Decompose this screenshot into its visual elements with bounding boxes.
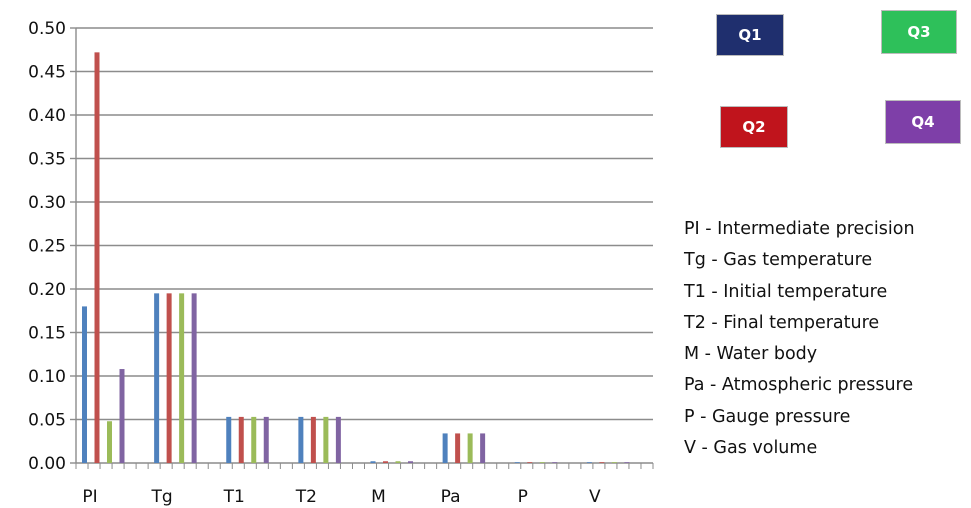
legend-q1-label: Q1 [738, 26, 762, 44]
y-tick-label: 0.00 [28, 454, 66, 474]
bar-q3-v [611, 462, 617, 463]
bar-q4-tg [191, 293, 197, 463]
bar-q2-v [599, 462, 605, 463]
x-tick-label: PI [82, 487, 97, 507]
x-tick-label: M [371, 487, 386, 507]
bar-q4-t1 [263, 416, 269, 463]
abbreviation-item: P - Gauge pressure [684, 406, 851, 427]
legend-q2-label: Q2 [742, 118, 766, 136]
legend-q3-label: Q3 [907, 23, 931, 41]
bar-q3-t2 [323, 416, 329, 463]
y-tick-label: 0.40 [28, 106, 66, 126]
abbreviation-list: PI - Intermediate precision Tg - Gas tem… [684, 214, 915, 464]
bar-q3-pi [107, 421, 112, 463]
y-tick-label: 0.25 [28, 237, 66, 257]
bar-q3-t1 [251, 416, 257, 463]
y-tick-label: 0.35 [28, 150, 66, 170]
x-tick-label: P [518, 487, 528, 507]
x-tick-label: V [589, 487, 601, 507]
bar-q2-t1 [238, 416, 244, 463]
y-axis: 0.00 0.05 0.10 0.15 0.20 0.25 0.30 0.35 0.40 0.45… [28, 19, 77, 474]
bar-q1-v [586, 462, 592, 463]
bar-q1-pa [442, 433, 448, 463]
bar-q2-pi [94, 52, 100, 464]
bar-q1-tg [154, 293, 160, 463]
legend-q4-label: Q4 [911, 113, 935, 131]
bar-q3-pa [467, 433, 473, 463]
abbreviation-item: T2 - Final temperature [684, 312, 880, 333]
bar-q3-tg [179, 293, 185, 463]
bar-q2-t2 [310, 416, 316, 463]
abbreviation-item: M - Water body [684, 344, 818, 365]
bar-q1-p [514, 462, 520, 463]
abbreviation-item: V - Gas volume [684, 438, 818, 459]
y-tick-label: 0.10 [28, 367, 66, 387]
y-tick-label: 0.15 [28, 324, 66, 344]
x-tick-label: Tg [151, 487, 173, 507]
abbreviation-item: T1 - Initial temperature [684, 281, 888, 302]
abbreviation-item: PI - Intermediate precision [684, 219, 915, 239]
x-tick-label: T1 [223, 487, 245, 507]
y-tick-label: 0.50 [28, 19, 66, 39]
gridlines [76, 27, 653, 421]
bar-q2-pa [455, 433, 461, 463]
bar-q2-p [527, 462, 533, 463]
bar-q1-m [370, 461, 376, 463]
x-axis: PI Tg T1 T2 M Pa P V [75, 462, 654, 507]
bar-q4-pa [480, 433, 486, 463]
bar-q4-pi [119, 369, 125, 463]
legend-q3: Q3 [881, 10, 957, 54]
bar-q4-t2 [335, 416, 341, 463]
y-tick-label: 0.20 [28, 280, 66, 300]
legend-q4: Q4 [885, 100, 961, 144]
bar-q2-m [383, 461, 388, 463]
bars [82, 52, 630, 464]
bar-q1-pi [82, 306, 87, 463]
bar-q1-t1 [226, 416, 232, 463]
y-tick-label: 0.45 [28, 63, 66, 83]
x-tick-label: Pa [441, 487, 461, 507]
bar-chart: 0.00 0.05 0.10 0.15 0.20 0.25 0.30 0.35 0.40 0.45… [28, 19, 654, 507]
bar-q4-p [552, 462, 558, 463]
bar-q2-tg [166, 293, 172, 463]
bar-q4-v [624, 462, 630, 463]
legend-q1: Q1 [716, 14, 784, 56]
bar-q3-p [539, 462, 545, 463]
legend-q2: Q2 [720, 106, 788, 148]
bar-q1-t2 [298, 416, 304, 463]
y-tick-label: 0.05 [28, 411, 66, 431]
abbreviation-item: Pa - Atmospheric pressure [684, 375, 914, 396]
bar-q4-m [408, 461, 413, 463]
abbreviation-item: Tg - Gas temperature [684, 250, 873, 271]
x-tick-label: T2 [295, 487, 317, 507]
bar-q3-m [395, 461, 401, 463]
y-tick-label: 0.30 [28, 193, 66, 213]
